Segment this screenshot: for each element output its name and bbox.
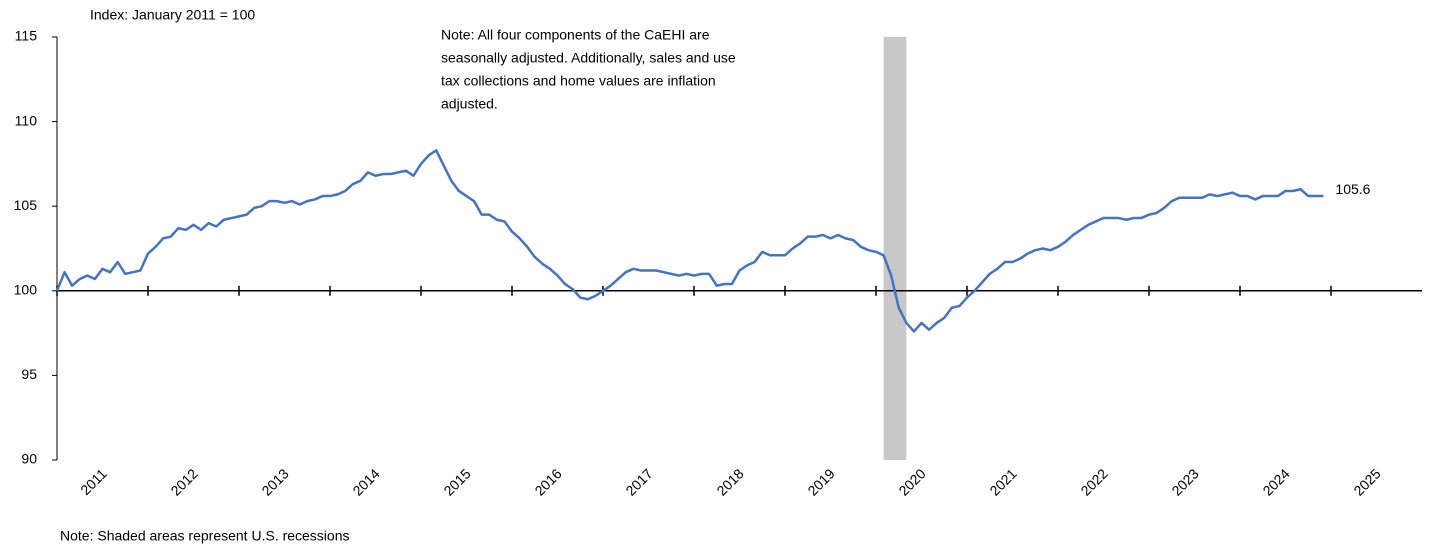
x-tick-label: 2018	[713, 465, 746, 498]
note: Note: All four components of the CaEHI a…	[441, 27, 710, 43]
note: tax collections and home values are infl…	[441, 73, 716, 89]
series-line	[55, 149, 1324, 333]
note: adjusted.	[441, 96, 498, 112]
footnote: Note: Shaded areas represent U.S. recess…	[60, 528, 350, 544]
y-tick-label: 110	[15, 112, 38, 128]
end-label: 105.6	[1335, 181, 1370, 197]
x-tick-label: 2020	[895, 465, 928, 498]
recession-band	[883, 37, 907, 460]
x-tick-label: 2019	[804, 465, 837, 498]
x-tick-label: 2013	[258, 465, 291, 498]
x-tick-label: 2023	[1168, 465, 1201, 498]
x-tick-label: 2012	[167, 465, 200, 498]
y-tick-label: 95	[21, 366, 37, 382]
y-tick-label: 100	[14, 282, 38, 298]
x-tick-label: 2025	[1350, 465, 1383, 498]
y-tick-label: 115	[15, 28, 38, 44]
y-tick-label: 105	[14, 197, 38, 213]
x-tick-label: 2021	[986, 465, 1019, 498]
y-axis-label: Index: January 2011 = 100	[90, 7, 255, 23]
y-tick-label: 90	[21, 451, 37, 467]
x-tick-label: 2022	[1077, 465, 1110, 498]
x-tick-label: 2016	[531, 465, 564, 498]
x-tick-label: 2024	[1259, 465, 1292, 498]
note: seasonally adjusted. Additionally, sales…	[441, 50, 736, 66]
x-tick-label: 2014	[349, 465, 382, 498]
x-tick-label: 2015	[440, 465, 473, 498]
x-tick-label: 2011	[77, 465, 110, 498]
x-tick-label: 2017	[622, 465, 655, 498]
